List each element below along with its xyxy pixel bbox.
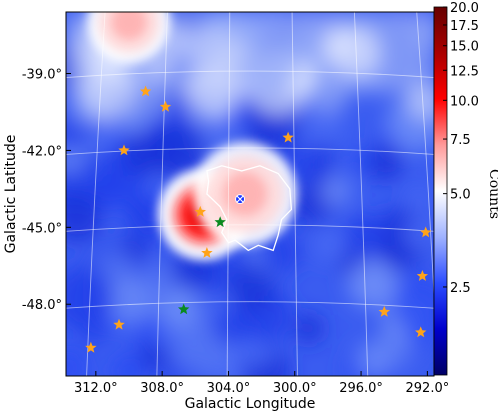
grid-meridian [291, 12, 298, 376]
texture-blob [391, 272, 434, 334]
texture-blob [229, 265, 275, 311]
grid-meridian [156, 12, 168, 376]
x-axis-ticks: 312.0° 308.0° 304.0° 300.0° 296.0° 292.0° [74, 371, 449, 396]
texture-blob [95, 119, 120, 144]
x-tick-label: 300.0° [273, 381, 317, 396]
grid-parallel [66, 147, 434, 155]
texture-blob [187, 26, 238, 76]
texture-blob [320, 176, 351, 207]
texture-blob [293, 313, 325, 344]
x-tick-label: 304.0° [207, 381, 251, 396]
texture-blob [313, 228, 346, 261]
colorbar-tick-label: 5.0 [450, 188, 471, 203]
x-tick-label: 308.0° [140, 381, 184, 396]
colorbar-tick-label: 7.5 [450, 133, 471, 148]
orange-star-marker [194, 205, 206, 217]
grid-parallel [66, 224, 434, 232]
colorbar-tick-label: 10.0 [450, 94, 479, 109]
texture-blob [123, 112, 146, 134]
texture-blob [139, 342, 170, 373]
texture-blob [211, 306, 252, 347]
colorbar: 20.0 17.5 15.0 12.5 10.0 7.5 5.0 2.5 Counts [433, 1, 498, 376]
green-star-marker [178, 303, 190, 315]
texture-blob [343, 213, 388, 258]
grid-meridian [416, 12, 434, 304]
orange-star-marker [85, 341, 97, 353]
orange-star-marker [118, 144, 130, 156]
grid-meridian [353, 12, 369, 376]
y-axis-label: Galactic Latitude [3, 135, 19, 254]
source-markers [85, 85, 432, 353]
texture-blob [308, 72, 349, 114]
colorbar-label: Counts [486, 169, 498, 219]
orange-star-marker [139, 85, 152, 97]
grid-meridian [86, 12, 106, 376]
texture-blob [294, 14, 330, 50]
y-axis-ticks: -39.0° -42.0° -45.0° -48.0° [22, 68, 71, 313]
grid-parallel [66, 70, 434, 78]
texture-blob [105, 279, 152, 325]
texture-blob [164, 365, 185, 376]
colorbar-tick-label: 12.5 [450, 64, 479, 79]
orange-star-marker [378, 305, 390, 317]
orange-star-marker [113, 318, 125, 330]
x-axis-label: Galactic Longitude [185, 396, 316, 412]
texture-blob [408, 188, 430, 211]
x-tick-label: 312.0° [74, 381, 118, 396]
coordinate-grid [66, 12, 434, 376]
orange-star-marker [420, 226, 432, 238]
x-tick-label: 292.0° [406, 381, 450, 396]
orange-star-marker [416, 270, 429, 281]
heatmap-plot-area [65, 11, 435, 377]
texture-blob [242, 40, 298, 96]
colorbar-tick-label: 2.5 [450, 281, 471, 296]
colorbar-gradient [433, 6, 448, 376]
region-contour [206, 165, 293, 252]
texture-blob [66, 344, 92, 376]
texture-blob [349, 150, 374, 174]
texture-blob [407, 322, 434, 353]
texture-blob [410, 16, 434, 49]
colorbar-tick-label: 15.0 [450, 40, 479, 55]
grid-parallel [66, 301, 434, 309]
y-tick-label: -48.0° [22, 298, 62, 313]
orange-star-marker [201, 247, 213, 258]
texture-blob [81, 62, 139, 120]
target-marker [235, 194, 246, 205]
orange-star-marker [159, 100, 172, 112]
colorbar-tick-label: 17.5 [450, 19, 479, 34]
texture-blob [108, 350, 149, 376]
texture-blob [260, 231, 303, 274]
green-star-marker [214, 216, 226, 228]
x-tick-label: 296.0° [339, 381, 383, 396]
colorbar-tick-label: 20.0 [450, 1, 479, 16]
texture-blob [77, 150, 131, 204]
grid-meridian [226, 12, 231, 376]
orange-star-marker [415, 326, 427, 338]
hotspot-3 [111, 12, 147, 40]
orange-star-marker [282, 131, 294, 143]
texture-blob [248, 343, 273, 368]
texture-blob [348, 258, 399, 310]
colorbar-ticks: 20.0 17.5 15.0 12.5 10.0 7.5 5.0 2.5 [443, 1, 479, 296]
y-tick-label: -39.0° [22, 68, 62, 83]
texture-blob [406, 82, 434, 120]
texture-blob [402, 216, 434, 252]
y-tick-label: -45.0° [22, 221, 62, 236]
texture-blob [356, 340, 395, 376]
hotspot-2 [223, 172, 268, 216]
y-tick-label: -42.0° [22, 144, 62, 159]
texture-blob [366, 144, 404, 182]
texture-blob [129, 77, 171, 119]
